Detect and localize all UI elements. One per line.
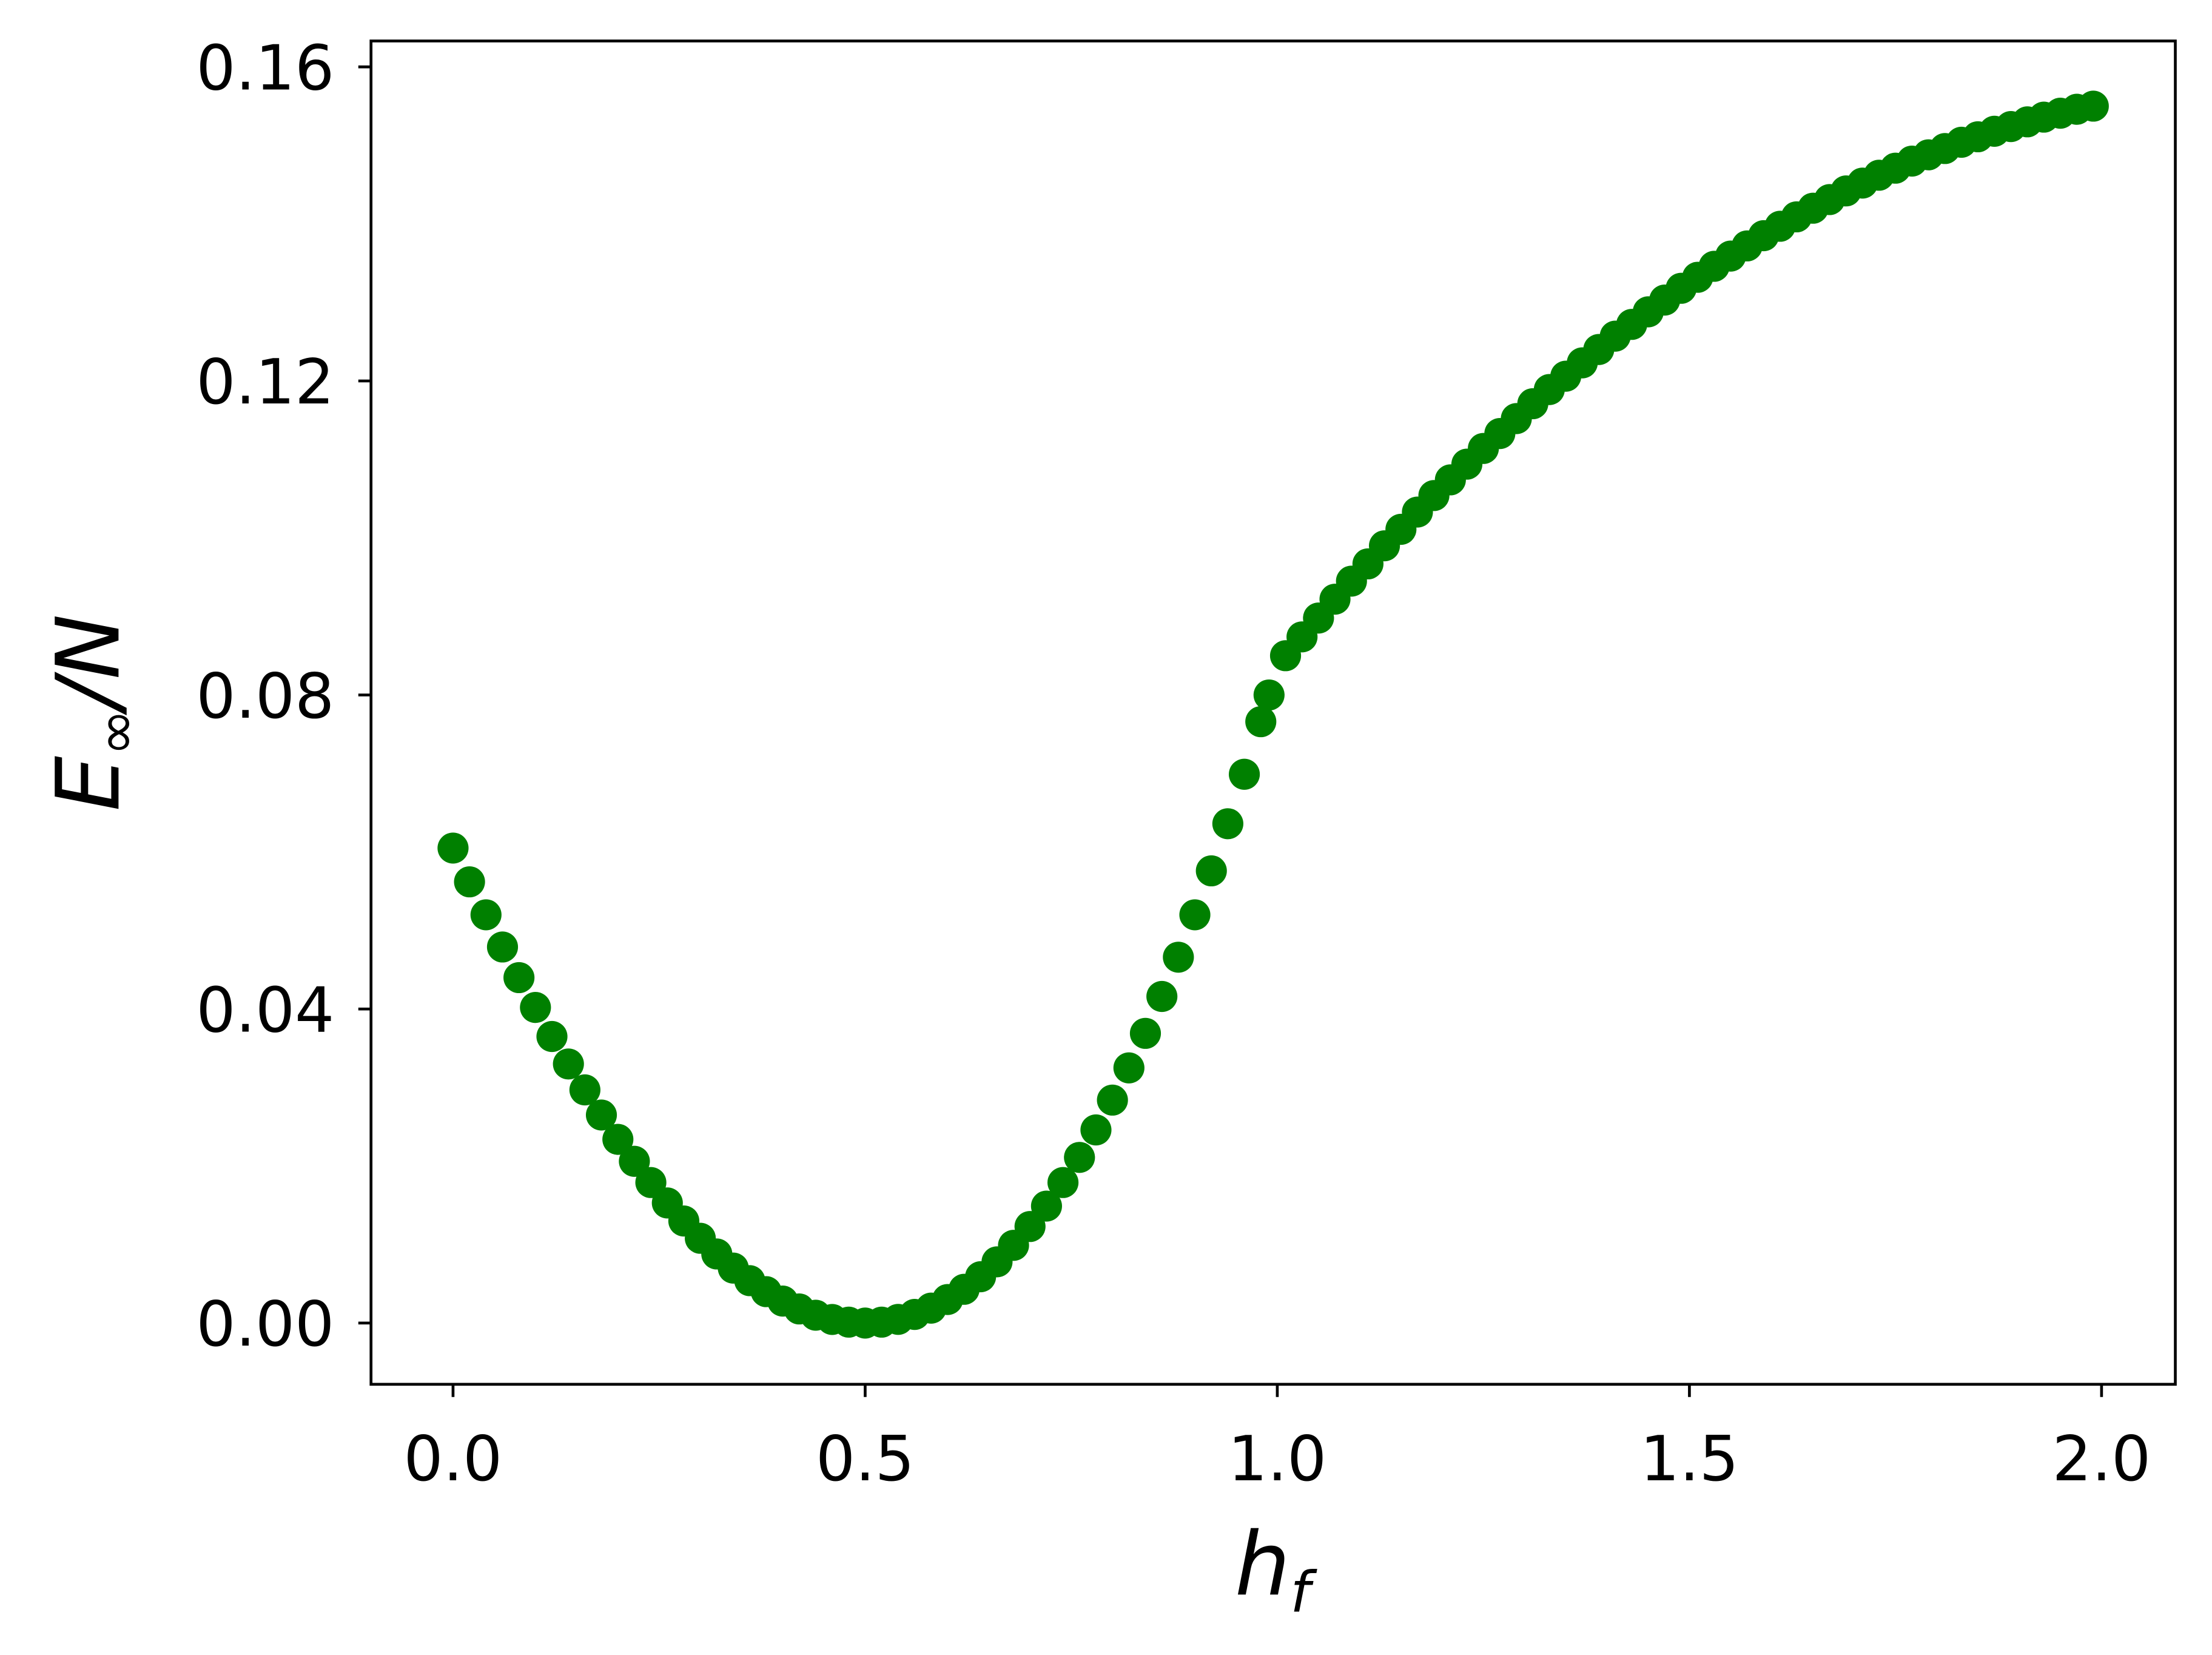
point [503,962,535,994]
point [1047,1167,1079,1198]
point [1064,1142,1095,1173]
point [1212,808,1243,840]
point [619,1145,650,1177]
point [585,1099,617,1131]
x-tick-label: 2.0 [2052,1423,2151,1495]
point [486,931,519,963]
point [1030,1190,1062,1222]
point [470,899,502,931]
plot-marks [437,90,2109,1339]
point [1163,942,1194,973]
point [2077,90,2109,122]
point [520,992,551,1023]
y-tick-label: 0.04 [196,974,334,1047]
point [569,1074,600,1106]
y-tick-label: 0.12 [196,346,334,419]
point [454,866,485,898]
point [1129,1017,1161,1049]
y-label-sub: ∞ [83,709,149,756]
point [553,1048,584,1080]
x-axis-label: hf [1235,1514,1317,1625]
point [1080,1114,1112,1146]
point [1146,980,1178,1013]
x-tick-label: 1.5 [1640,1423,1739,1495]
axes-frame [369,39,2177,1386]
y-tick-label: 0.08 [196,661,334,733]
point [1245,706,1277,738]
x-tick-label: 0.5 [816,1423,915,1495]
y-tick-label: 0.16 [196,32,334,104]
point [1097,1084,1128,1116]
y-tick-label: 0.00 [196,1289,334,1361]
x-label-main: h [1235,1514,1290,1616]
y-label-rest: /N [38,614,140,715]
point [1253,679,1285,711]
point [1113,1052,1145,1084]
point [536,1020,568,1053]
point [1179,899,1211,931]
x-tick-label: 0.0 [404,1423,503,1495]
point [1228,758,1260,790]
x-label-sub: f [1290,1559,1317,1625]
x-tick-label: 1.0 [1228,1423,1327,1495]
y-axis-label: E∞/N [38,614,149,811]
point [437,832,469,864]
point [602,1124,634,1155]
y-label-main: E [38,756,140,811]
point [1195,855,1227,887]
